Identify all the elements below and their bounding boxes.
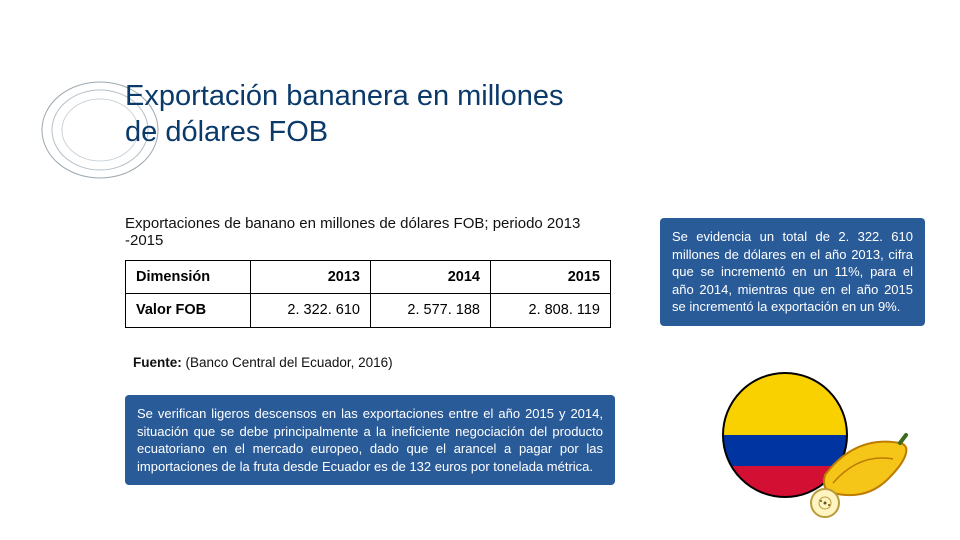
table-header-cell: 2015	[491, 261, 611, 294]
table-cell: Valor FOB	[126, 294, 251, 327]
source-label: Fuente:	[133, 355, 182, 370]
table-row: Valor FOB 2. 322. 610 2. 577. 188 2. 808…	[126, 294, 611, 327]
table-header-cell: Dimensión	[126, 261, 251, 294]
flag-banana-graphic	[675, 365, 925, 525]
callout-right: Se evidencia un total de 2. 322. 610 mil…	[660, 218, 925, 326]
table-caption: Exportaciones de banano en millones de d…	[125, 215, 615, 249]
export-table: Dimensión 2013 2014 2015 Valor FOB 2. 32…	[125, 260, 611, 328]
table-header-cell: 2014	[371, 261, 491, 294]
table-cell: 2. 577. 188	[371, 294, 491, 327]
table-header-cell: 2013	[251, 261, 371, 294]
table-cell: 2. 808. 119	[491, 294, 611, 327]
table-cell: 2. 322. 610	[251, 294, 371, 327]
callout-bottom: Se verifican ligeros descensos en las ex…	[125, 395, 615, 485]
source-text: (Banco Central del Ecuador, 2016)	[186, 355, 393, 370]
source-line: Fuente: (Banco Central del Ecuador, 2016…	[133, 355, 393, 370]
table-header-row: Dimensión 2013 2014 2015	[126, 261, 611, 294]
page-title: Exportación bananera en millones de dóla…	[125, 78, 595, 151]
